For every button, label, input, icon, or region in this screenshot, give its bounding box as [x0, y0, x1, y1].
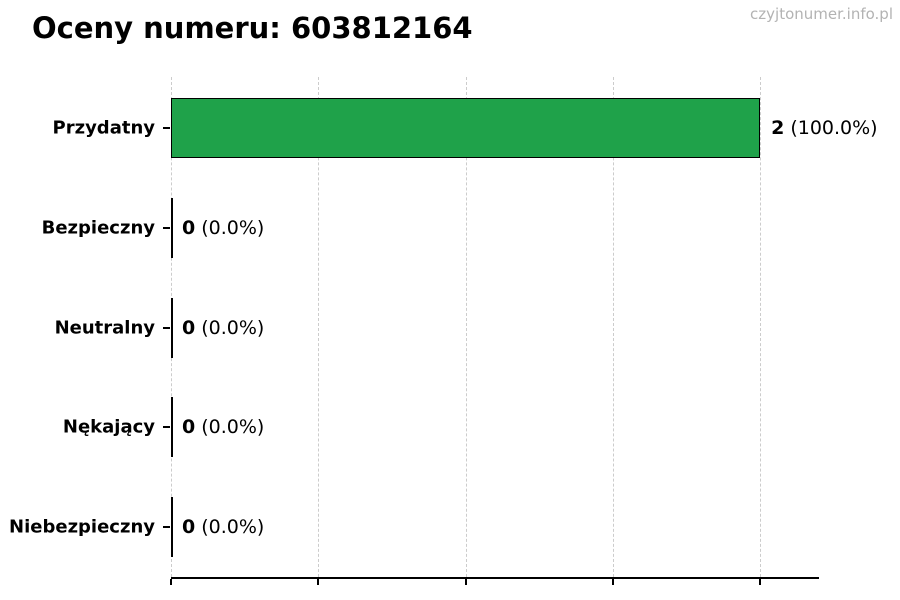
gridline	[318, 77, 320, 577]
value-label: 0 (0.0%)	[182, 516, 264, 538]
value-count: 0	[182, 217, 196, 239]
value-count: 0	[182, 516, 196, 538]
value-label: 0 (0.0%)	[182, 317, 264, 339]
x-tick-mark	[317, 579, 320, 585]
value-percent: (0.0%)	[201, 516, 265, 538]
gridline	[465, 77, 467, 577]
category-label: Nękający	[62, 416, 155, 438]
value-percent: (0.0%)	[201, 217, 265, 239]
bar	[171, 198, 173, 258]
x-tick-mark	[170, 579, 172, 585]
y-tick-mark	[163, 327, 170, 329]
value-label: 0 (0.0%)	[182, 416, 264, 438]
x-tick-mark	[611, 579, 614, 585]
value-count: 2	[771, 117, 785, 139]
value-count: 0	[182, 416, 196, 438]
plot-area: Przydatny 2 (100.0%) Bezpieczny 0 (0.0%) N…	[9, 77, 878, 585]
value-label: 2 (100.0%)	[771, 117, 878, 139]
y-tick-mark	[163, 127, 170, 129]
x-tick-mark	[759, 579, 762, 585]
x-tick-mark	[464, 579, 467, 585]
category-label: Niebezpieczny	[9, 516, 155, 538]
y-tick-mark	[163, 426, 170, 428]
y-tick-mark	[163, 227, 170, 229]
gridline	[760, 77, 762, 577]
bar	[171, 98, 761, 158]
category-label: Bezpieczny	[41, 217, 155, 239]
chart-title: Oceny numeru: 603812164	[32, 11, 473, 45]
category-label: Neutralny	[54, 317, 155, 339]
y-tick-mark	[163, 526, 170, 528]
value-label: 0 (0.0%)	[182, 217, 264, 239]
bar	[171, 497, 173, 557]
bar	[171, 397, 173, 457]
category-label: Przydatny	[52, 117, 155, 139]
value-count: 0	[182, 317, 196, 339]
value-percent: (100.0%)	[790, 117, 878, 139]
bar	[171, 298, 173, 358]
value-percent: (0.0%)	[201, 317, 265, 339]
watermark: czyjtonumer.info.pl	[750, 5, 893, 23]
value-percent: (0.0%)	[201, 416, 265, 438]
gridline	[612, 77, 614, 577]
